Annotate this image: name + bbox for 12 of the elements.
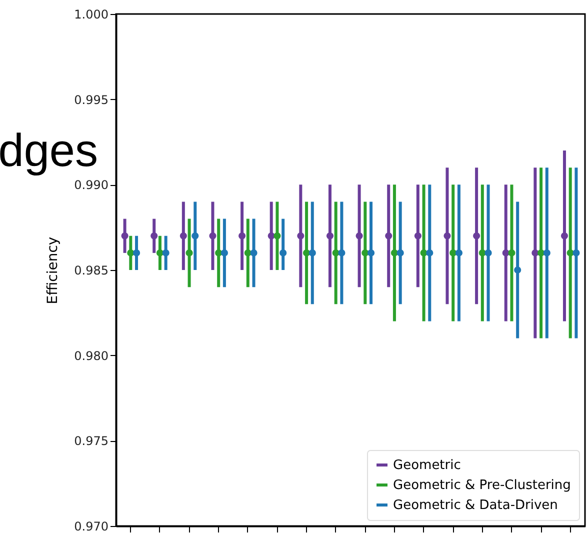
y-tick-label: 0.985 (74, 264, 108, 278)
y-tick-label: 0.970 (74, 520, 108, 534)
text: dges (0, 124, 98, 176)
legend-label: Geometric & Data-Driven (393, 498, 558, 513)
legend-label: Geometric & Pre-Clustering (393, 478, 571, 493)
y-tick-label: 0.995 (74, 92, 108, 107)
y-axis-title: Efficiency (45, 236, 62, 304)
y-tick-label: 1.000 (74, 8, 108, 22)
legend-label: Geometric (393, 458, 461, 473)
y-tick-label: 0.975 (74, 434, 108, 448)
y-tick-label: 0.980 (74, 348, 108, 363)
y-tick-label: 0.990 (74, 178, 108, 192)
